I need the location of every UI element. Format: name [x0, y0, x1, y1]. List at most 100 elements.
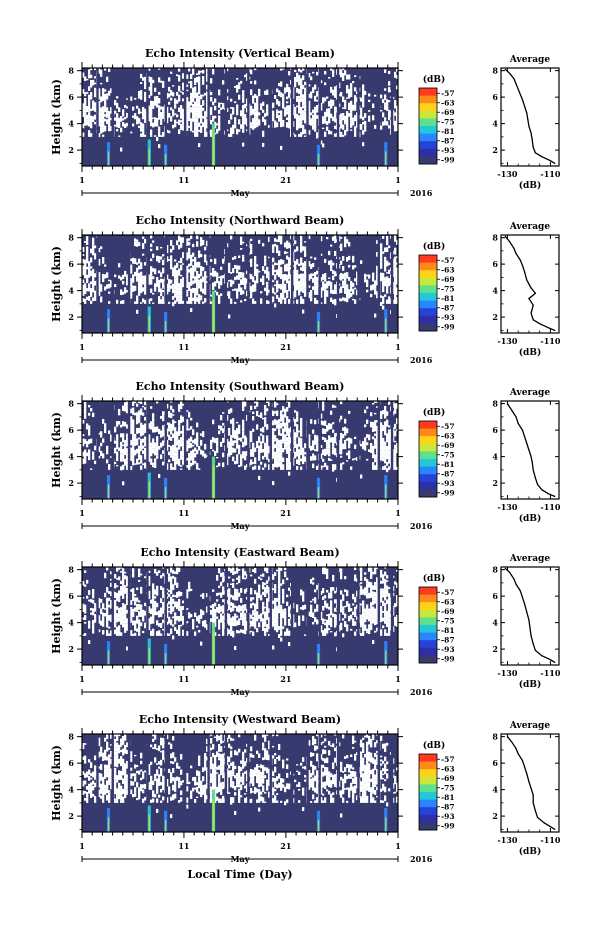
gap-cell [160, 609, 163, 613]
gap-cell [200, 242, 203, 247]
colorbar-band [419, 451, 437, 460]
gap-cell [304, 634, 307, 636]
gap-cell [382, 112, 385, 118]
gap-cell [274, 243, 277, 247]
colorbar-tick-label: -87 [441, 136, 455, 145]
gap-cell [302, 452, 305, 455]
gap-cell [244, 298, 247, 302]
gap-cell [122, 568, 125, 572]
gap-cell [302, 246, 305, 251]
gap-cell [272, 620, 275, 627]
gap-cell [180, 430, 183, 434]
gap-cell [154, 458, 157, 462]
gap-cell [214, 132, 217, 135]
heatmap-gaps [82, 235, 399, 333]
gap-cell [382, 276, 385, 281]
gap-cell [278, 567, 281, 570]
gap-cell [252, 118, 255, 120]
gap-cell [314, 95, 317, 102]
gap-cell [180, 441, 183, 444]
gap-cell [190, 462, 193, 467]
gap-cell [300, 300, 303, 304]
gap-cell [300, 458, 303, 462]
gap-cell [284, 251, 287, 255]
gap-cell [190, 92, 193, 96]
gap-cell [180, 450, 183, 456]
gap-cell [274, 597, 277, 603]
gap-cell [282, 594, 285, 600]
gap-cell [98, 455, 101, 459]
gap-cell [310, 277, 313, 279]
gap-cell [138, 281, 141, 287]
gap-cell [286, 295, 289, 299]
gap-cell [386, 99, 389, 106]
y-tick-label: 4 [68, 119, 74, 129]
gap-cell [232, 456, 235, 462]
gap-cell [394, 408, 397, 414]
gap-cell [322, 274, 325, 280]
gap-cell [354, 87, 357, 92]
gap-cell [276, 111, 279, 114]
gap-cell [180, 443, 183, 447]
gap-cell [298, 615, 301, 621]
y-axis-label: Height (km) [50, 246, 63, 322]
colorbar-band [419, 443, 437, 452]
gap-cell [118, 275, 121, 279]
gap-cell [174, 571, 177, 574]
gap-cell [252, 462, 255, 464]
gap-cell [284, 278, 287, 281]
gap-cell [332, 104, 335, 106]
gap-cell [120, 586, 123, 591]
gap-cell [302, 289, 305, 293]
gap-cell [300, 297, 303, 301]
gap-cell [238, 444, 241, 450]
gap-cell [106, 603, 109, 608]
gap-cell [350, 106, 353, 110]
gap-cell [212, 268, 215, 271]
gap-cell [212, 612, 215, 618]
gap-cell [274, 401, 277, 404]
gap-cell [262, 243, 265, 247]
gap-cell [298, 81, 301, 86]
gap-cell [354, 458, 357, 460]
gap-cell [126, 576, 129, 582]
gap-cell [238, 85, 241, 89]
gap-cell [386, 419, 389, 424]
gap-cell [138, 90, 141, 97]
gap-cell [92, 116, 95, 120]
gap-cell [272, 112, 275, 117]
gap-cell [324, 448, 327, 452]
gap-cell [160, 585, 163, 590]
gap-cell [272, 612, 275, 617]
gap-cell [180, 124, 183, 130]
dark-column [377, 68, 381, 166]
gap-cell [190, 254, 193, 259]
gap-cell [130, 408, 133, 411]
gap-cell [192, 265, 195, 268]
gap-cell [174, 270, 177, 274]
gap-cell [326, 589, 329, 593]
gap-cell [220, 581, 223, 586]
gap-cell [288, 284, 291, 290]
gap-cell [152, 465, 155, 468]
gap-cell [388, 100, 391, 103]
colorbar-tick-label: -69 [441, 108, 455, 117]
gap-cell [140, 465, 143, 470]
gap-cell [194, 126, 197, 132]
gap-cell [126, 402, 129, 406]
gap-cell [240, 271, 243, 278]
gap-cell [360, 474, 363, 479]
gap-cell [262, 280, 265, 286]
gap-cell [288, 71, 291, 74]
gap-cell [82, 265, 85, 270]
gap-cell [230, 602, 233, 605]
gap-cell [132, 612, 135, 618]
colorbar-tick-label: -99 [441, 155, 455, 164]
gap-cell [386, 462, 389, 466]
gap-cell [230, 419, 233, 424]
gap-cell [310, 93, 313, 99]
gap-cell [100, 289, 103, 292]
gap-cell [298, 430, 301, 433]
gap-cell [264, 270, 267, 274]
gap-cell [346, 111, 349, 115]
